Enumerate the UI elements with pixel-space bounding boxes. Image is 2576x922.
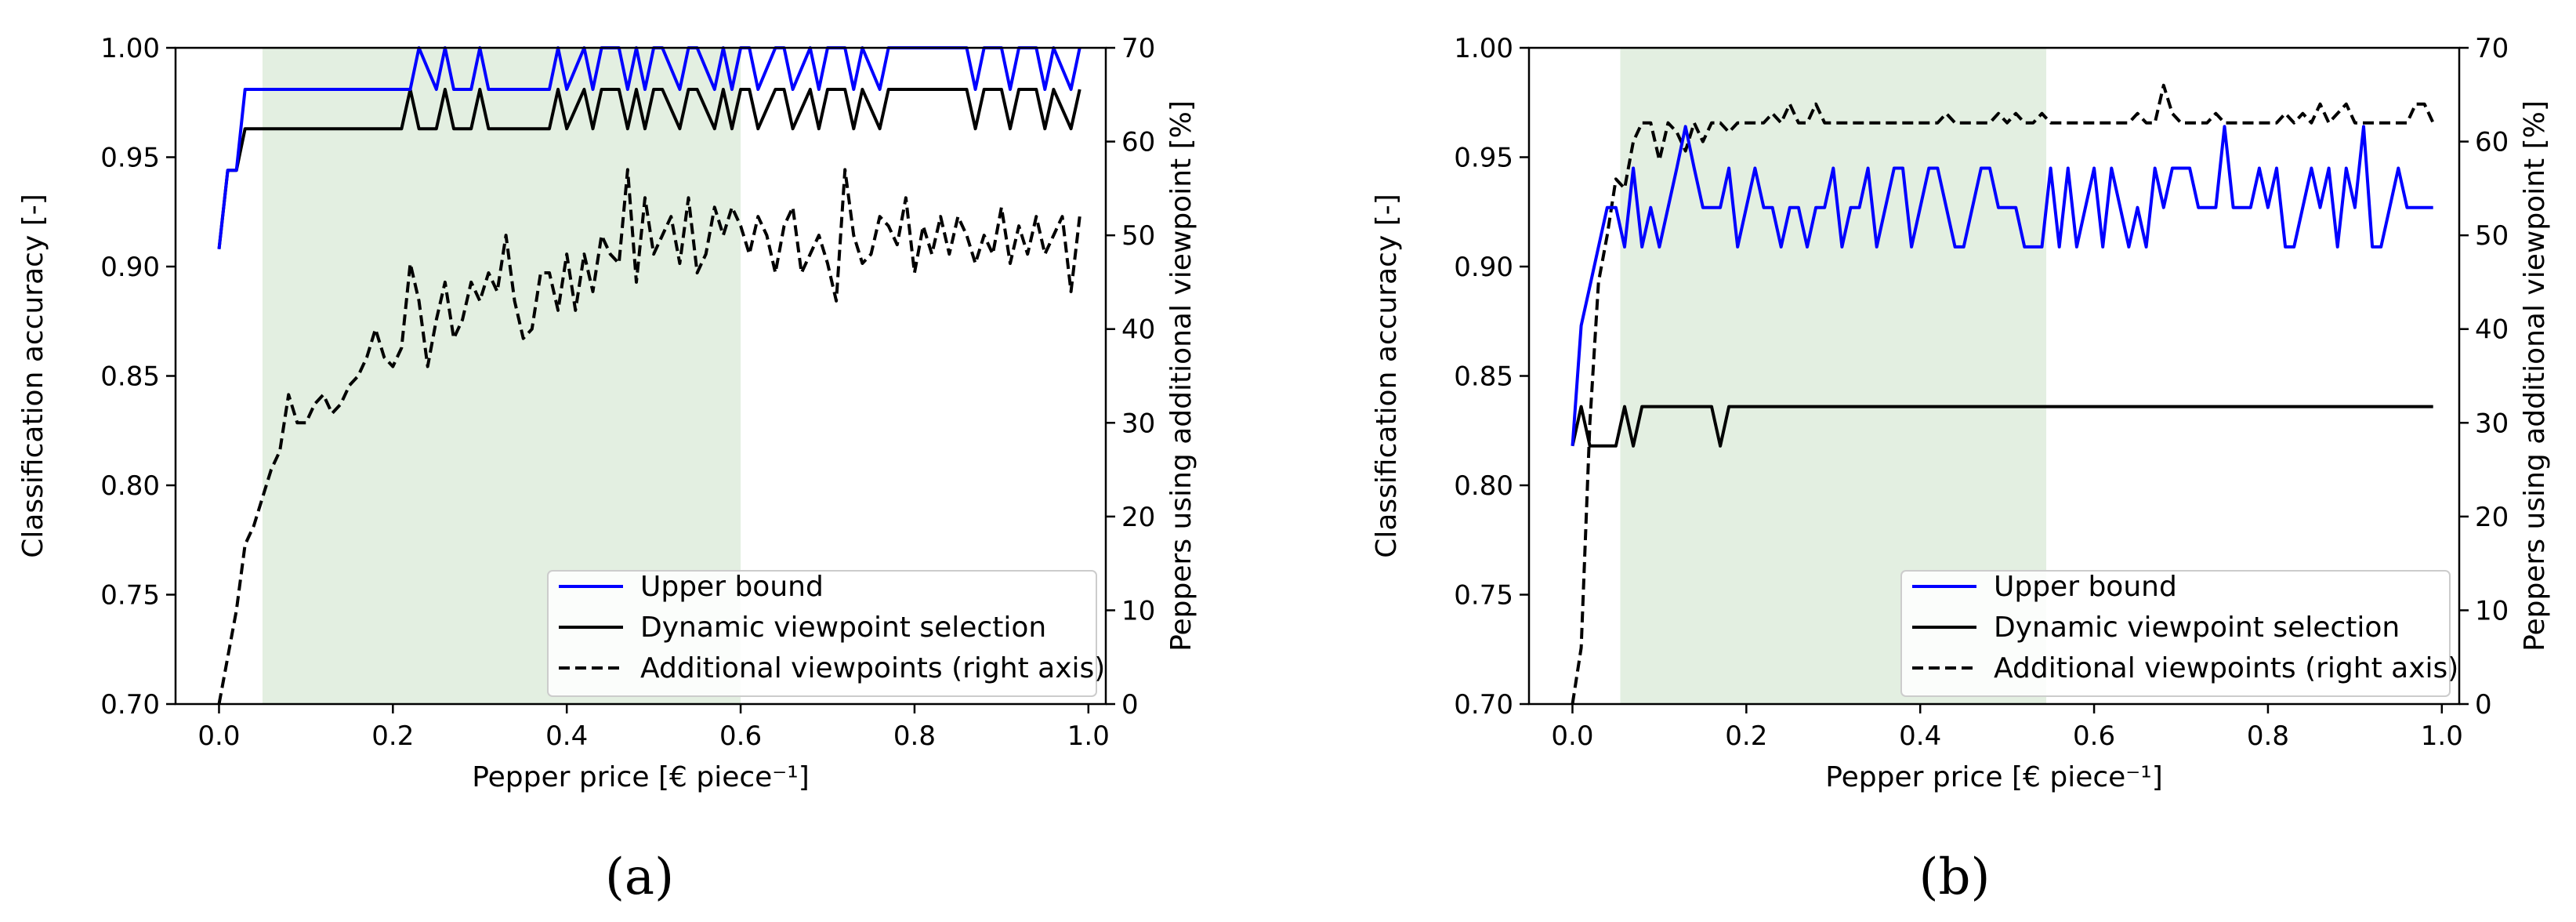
x-tick-label: 0.2 [371,721,414,752]
y-tick-label: 0.80 [1454,470,1513,502]
y2-tick-label: 0 [1121,689,1139,721]
ticks-layer: 0.0 0.2 0.4 0.6 0.8 1.0 0.70 0.75 0.80 0.85 0.90 0.… [100,33,1155,752]
legend-label-upper-bound: Upper bound [640,571,824,603]
y-tick-label: 0.70 [100,689,160,721]
series-layer [1571,83,2435,705]
x-tick-label: 0.4 [1899,721,1941,752]
legend-label-additional: Additional viewpoints (right axis) [640,652,1105,684]
panel-label: (a) [605,848,674,906]
series-dynamic-selection [217,88,1081,249]
y2-tick-label: 20 [2475,502,2509,533]
series-additional-viewpoints [217,168,1081,705]
y2-tick-label: 10 [1121,595,1155,626]
legend-label-dynamic: Dynamic viewpoint selection [1994,612,2400,644]
legend-label-upper-bound: Upper bound [1994,571,2177,603]
y-tick-label: 0.90 [100,252,160,283]
y2-tick-label: 50 [2475,220,2509,252]
chart-panel-a: 0.0 0.2 0.4 0.6 0.8 1.0 0.70 0.75 0.80 0.85 0.90 0.… [17,33,1197,906]
y-tick-label: 0.95 [1454,143,1513,174]
y2-tick-label: 70 [1121,33,1155,64]
x-tick-label: 0.4 [545,721,588,752]
legend-box [1900,570,2451,697]
y2-tick-label: 70 [2475,33,2509,64]
series-layer [217,46,1081,705]
y-tick-label: 1.00 [1454,33,1513,64]
y-axis-label: Classification accuracy [-] [17,194,49,558]
y-tick-label: 0.80 [100,470,160,502]
x-tick-label: 1.0 [2421,721,2463,752]
series-additional-viewpoints [1571,83,2435,705]
legend-label-dynamic: Dynamic viewpoint selection [640,612,1046,644]
y2-tick-label: 40 [2475,314,2509,346]
legend: Upper bound Dynamic viewpoint selection … [547,570,1105,697]
legend-label-additional: Additional viewpoints (right axis) [1994,652,2458,684]
y-tick-label: 0.95 [100,143,160,174]
y2-tick-label: 0 [2475,689,2492,721]
series-upper-bound [217,46,1081,249]
y2-tick-label: 30 [1121,408,1155,439]
legend-box [547,570,1097,697]
x-tick-label: 1.0 [1067,721,1110,752]
y2-tick-label: 20 [1121,502,1155,533]
y-tick-label: 0.85 [1454,361,1513,393]
x-tick-label: 0.6 [719,721,762,752]
y2-tick-label: 30 [2475,408,2509,439]
y-tick-label: 0.85 [100,361,160,393]
x-tick-label: 0.2 [1725,721,1767,752]
x-axis-label: Pepper price [€ piece⁻¹] [1825,761,2163,793]
ticks-layer: 0.0 0.2 0.4 0.6 0.8 1.0 0.70 0.75 0.80 0.85 0.90 0.… [1454,33,2509,752]
y2-tick-label: 60 [1121,127,1155,158]
x-tick-label: 0.8 [2247,721,2289,752]
panel-label: (b) [1919,848,1991,906]
y-axis-label: Classification accuracy [-] [1371,194,1403,558]
series-dynamic-selection [1571,405,2433,448]
y2-tick-label: 60 [2475,127,2509,158]
y-tick-label: 0.75 [100,580,160,612]
y-tick-label: 1.00 [100,33,160,64]
y2-tick-label: 40 [1121,314,1155,346]
x-tick-label: 0.8 [893,721,936,752]
x-tick-label: 0.0 [1551,721,1593,752]
legend: Upper bound Dynamic viewpoint selection … [1900,570,2458,697]
x-tick-label: 0.6 [2073,721,2115,752]
x-axis-label: Pepper price [€ piece⁻¹] [472,761,810,793]
y2-axis-label: Peppers using additional viewpoint [%] [2519,100,2551,652]
y-tick-label: 0.70 [1454,689,1513,721]
y-tick-label: 0.90 [1454,252,1513,283]
x-tick-label: 0.0 [197,721,240,752]
y2-axis-label: Peppers using additional viewpoint [%] [1165,100,1197,652]
series-upper-bound [1571,125,2433,446]
y-tick-label: 0.75 [1454,580,1513,612]
y2-tick-label: 10 [2475,595,2509,626]
y2-tick-label: 50 [1121,220,1155,252]
chart-panel-b: 0.0 0.2 0.4 0.6 0.8 1.0 0.70 0.75 0.80 0.85 0.90 0.… [1371,33,2551,906]
